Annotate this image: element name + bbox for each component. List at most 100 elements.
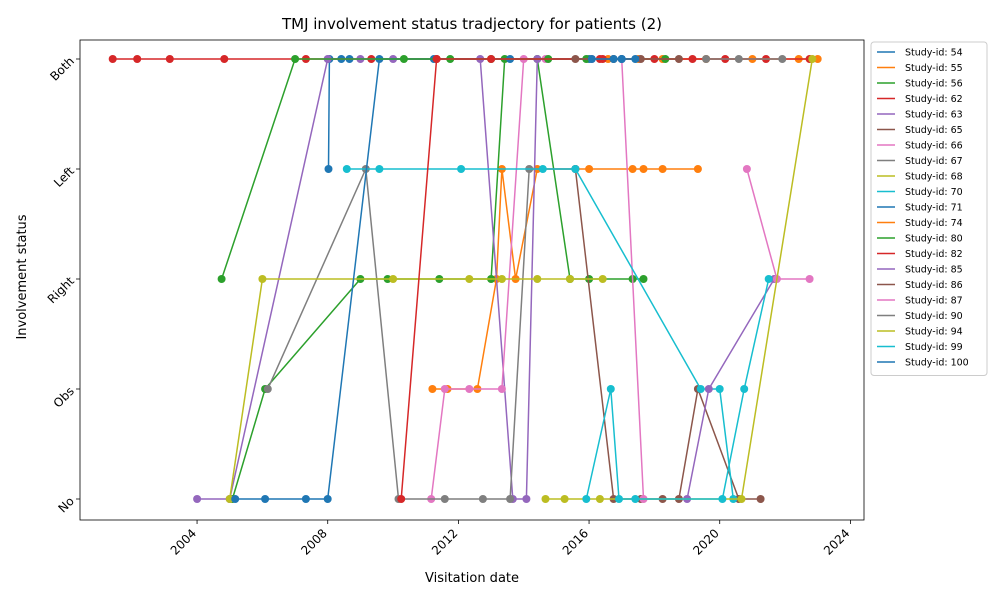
data-point <box>217 275 226 283</box>
data-point <box>756 495 765 503</box>
data-point <box>258 275 267 283</box>
x-axis-label: Visitation date <box>425 571 519 586</box>
plot-frame <box>79 39 865 521</box>
y-tick-label: Right <box>45 274 77 306</box>
x-tick-label: 2012 <box>429 526 460 557</box>
data-point <box>566 275 574 283</box>
legend-label: Study-id: 55 <box>905 63 963 74</box>
data-point <box>740 385 749 393</box>
legend-label: Study-id: 100 <box>905 358 969 369</box>
legend-box <box>870 41 988 376</box>
data-point <box>533 275 542 283</box>
data-point <box>497 275 506 283</box>
data-point <box>497 385 506 393</box>
data-point <box>291 55 300 63</box>
series-18 <box>702 55 787 63</box>
axes: 2004 2008 2012 2016 2020 2024 No Obs Right Left Bo… <box>45 39 865 558</box>
data-point <box>617 55 626 63</box>
data-point <box>718 495 727 503</box>
data-point <box>702 55 711 63</box>
series-19 <box>541 55 817 503</box>
data-point <box>636 55 645 63</box>
data-point <box>571 165 580 173</box>
data-point <box>193 495 202 503</box>
series-8 <box>263 165 580 503</box>
x-tick-label: 2008 <box>298 526 329 557</box>
legend-label: Study-id: 68 <box>905 172 963 183</box>
series-line <box>327 58 350 170</box>
data-point <box>465 275 474 283</box>
data-point <box>263 385 272 393</box>
data-point <box>108 55 117 63</box>
y-axis-label: Involvement status <box>15 214 30 339</box>
data-point <box>165 55 174 63</box>
data-point <box>465 385 474 393</box>
data-point <box>261 495 270 503</box>
data-point <box>609 55 618 63</box>
legend-label: Study-id: 94 <box>905 327 963 338</box>
legend: Study-id: 54 Study-id: 55 Study-id: 56 Stud… <box>870 41 988 376</box>
data-point <box>734 55 743 63</box>
legend-label: Study-id: 87 <box>905 296 963 307</box>
chart-title: TMJ involvement status tradjectory for p… <box>281 15 662 33</box>
y-tick-label: No <box>56 494 77 515</box>
data-point <box>778 55 787 63</box>
x-tick-label: 2004 <box>168 526 199 557</box>
series-10 <box>342 165 738 503</box>
series-9 <box>225 275 607 503</box>
data-point <box>606 385 615 393</box>
legend-label: Study-id: 99 <box>905 342 963 353</box>
data-point <box>658 165 667 173</box>
series-20 <box>582 275 773 503</box>
data-point <box>389 275 398 283</box>
data-point <box>301 495 310 503</box>
data-point <box>324 165 333 173</box>
legend-label: Study-id: 67 <box>905 156 963 167</box>
data-point <box>478 495 487 503</box>
series-17 <box>742 165 814 283</box>
series-6 <box>571 165 765 503</box>
data-point <box>639 165 648 173</box>
data-point <box>375 165 384 173</box>
data-point <box>428 385 437 393</box>
data-point <box>742 165 751 173</box>
data-point <box>133 55 142 63</box>
data-point <box>582 495 591 503</box>
data-point <box>628 165 637 173</box>
data-point <box>639 275 648 283</box>
plot-area <box>108 55 822 503</box>
y-tick-label: Obs <box>51 384 77 410</box>
legend-label: Study-id: 74 <box>905 218 963 229</box>
data-point <box>737 495 746 503</box>
legend-label: Study-id: 65 <box>905 125 963 136</box>
x-tick-label: 2020 <box>690 526 721 557</box>
data-point <box>704 385 713 393</box>
legend-label: Study-id: 71 <box>905 203 963 214</box>
data-point <box>808 55 817 63</box>
legend-label: Study-id: 62 <box>905 94 963 105</box>
legend-label: Study-id: 90 <box>905 311 963 322</box>
data-point <box>538 165 547 173</box>
data-point <box>342 165 351 173</box>
data-point <box>506 495 515 503</box>
data-point <box>688 55 697 63</box>
data-point <box>323 495 332 503</box>
x-tick-label: 2016 <box>560 526 591 557</box>
data-point <box>220 55 229 63</box>
legend-label: Study-id: 82 <box>905 249 963 260</box>
series-line <box>228 278 603 500</box>
series-line <box>746 168 810 280</box>
legend-label: Study-id: 80 <box>905 234 963 245</box>
data-point <box>764 275 773 283</box>
data-point <box>715 385 724 393</box>
data-point <box>587 55 596 63</box>
data-point <box>805 275 814 283</box>
legend-label: Study-id: 54 <box>905 48 963 59</box>
series-line <box>267 166 576 500</box>
data-point <box>457 165 466 173</box>
data-point <box>598 275 607 283</box>
data-point <box>631 495 640 503</box>
legend-label: Study-id: 66 <box>905 141 963 152</box>
